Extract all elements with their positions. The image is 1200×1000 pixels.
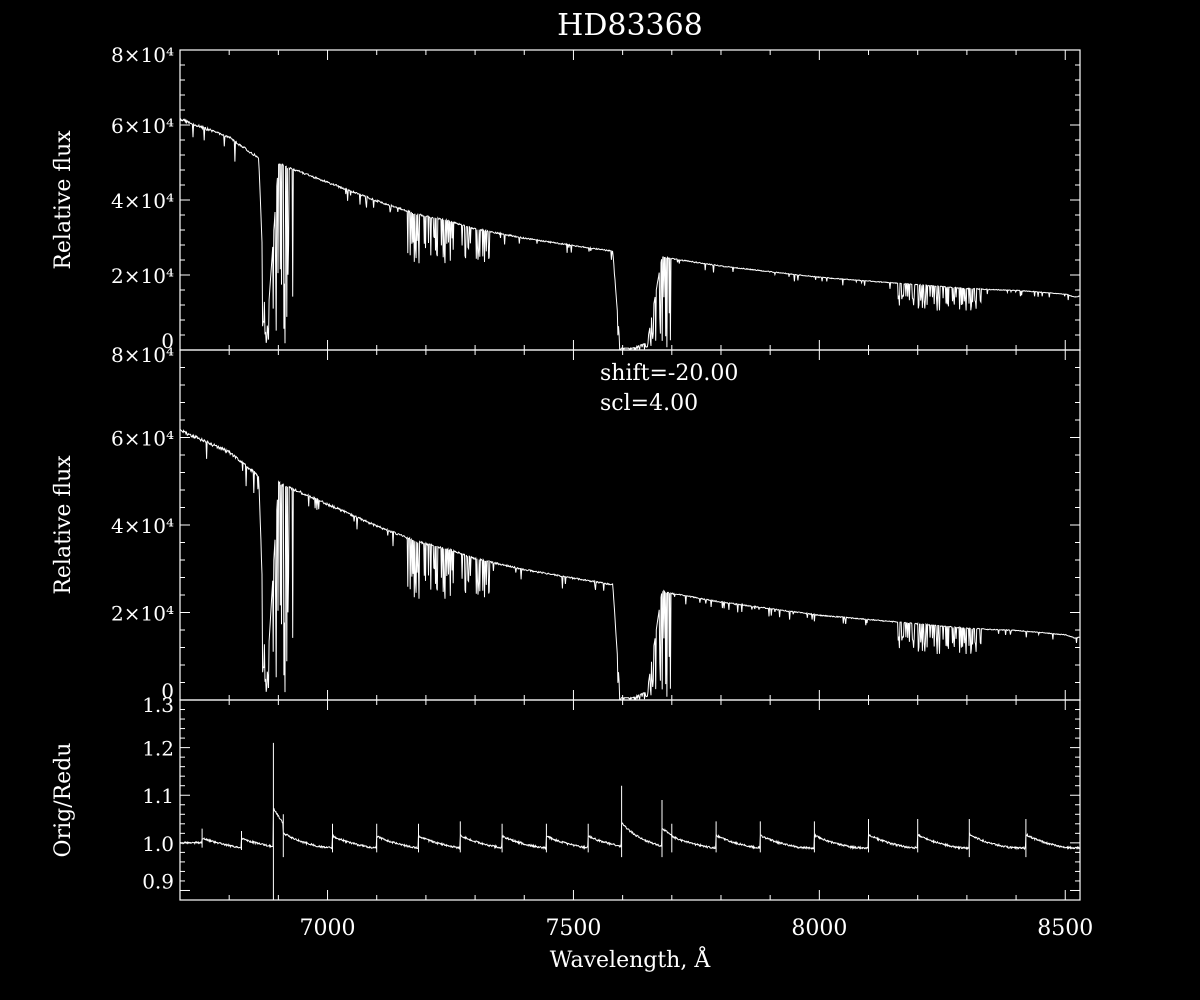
y-axis-label: Relative flux xyxy=(51,130,76,270)
spectrum-line-series-1 xyxy=(180,428,1080,700)
y-tick-label: 2×10⁴ xyxy=(111,264,174,288)
y-axis-label: Relative flux xyxy=(51,455,76,595)
plot-frame xyxy=(179,49,1081,351)
panel-3: 0.9 1.0 1.1 1.2 1.3 Orig/Redu 7000 7500 8000 8500… xyxy=(51,693,1093,973)
panel-2: 0 2×10⁴ 4×10⁴ 6×10⁴ 8×10⁴ Relative flux shift=… xyxy=(51,343,1081,703)
x-tick-label: 7500 xyxy=(545,916,601,941)
spectrum-line-series-1 xyxy=(180,742,1080,900)
y-tick-label: 1.3 xyxy=(142,693,174,717)
y-tick-label: 2×10⁴ xyxy=(111,602,174,626)
y-tick-label: 4×10⁴ xyxy=(111,514,174,538)
y-tick-label: 0 xyxy=(161,329,174,353)
chart-title: HD83368 xyxy=(557,8,703,43)
y-tick-label: 0.9 xyxy=(142,869,174,893)
x-tick-label: 8500 xyxy=(1037,916,1093,941)
panel-1: 0 2×10⁴ 4×10⁴ 6×10⁴ 8×10⁴ Relative flux xyxy=(51,43,1081,353)
panels: 0 2×10⁴ 4×10⁴ 6×10⁴ 8×10⁴ Relative flux 0 2×10⁴… xyxy=(51,43,1093,973)
y-tick-label: 0 xyxy=(161,679,174,703)
annotation: shift=-20.00 xyxy=(600,361,738,386)
annotation: scl=4.00 xyxy=(600,391,698,416)
y-tick-label: 4×10⁴ xyxy=(111,189,174,213)
spectrum-line-series-1 xyxy=(180,118,1080,350)
y-tick-label: 1.1 xyxy=(142,784,174,808)
y-axis-label: Orig/Redu xyxy=(51,743,76,858)
x-tick-label: 7000 xyxy=(300,916,356,941)
y-tick-label: 6×10⁴ xyxy=(111,114,174,138)
y-tick-label: 8×10⁴ xyxy=(111,43,174,67)
y-tick-label: 1.0 xyxy=(142,832,174,856)
x-tick-label: 8000 xyxy=(791,916,847,941)
plot-frame xyxy=(179,699,1081,901)
y-tick-label: 8×10⁴ xyxy=(111,343,174,367)
x-axis-label: Wavelength, Å xyxy=(550,945,712,973)
y-tick-label: 6×10⁴ xyxy=(111,427,174,451)
y-tick-label: 1.2 xyxy=(142,737,174,761)
